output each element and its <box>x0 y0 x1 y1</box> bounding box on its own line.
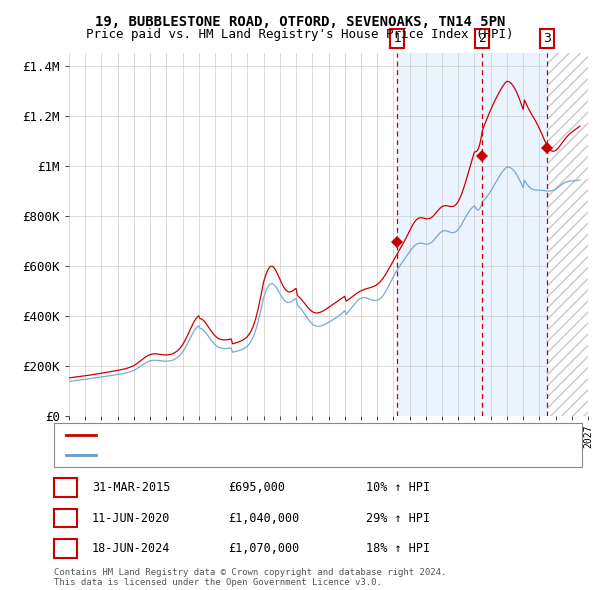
Text: This data is licensed under the Open Government Licence v3.0.: This data is licensed under the Open Gov… <box>54 578 382 587</box>
Text: £1,040,000: £1,040,000 <box>228 512 299 525</box>
Text: 3: 3 <box>543 32 551 45</box>
Text: 1: 1 <box>61 481 70 494</box>
Bar <box>547 53 588 416</box>
Text: 19, BUBBLESTONE ROAD, OTFORD, SEVENOAKS, TN14 5PN: 19, BUBBLESTONE ROAD, OTFORD, SEVENOAKS,… <box>95 15 505 30</box>
Text: 29% ↑ HPI: 29% ↑ HPI <box>366 512 430 525</box>
Text: HPI: Average price, detached house, Sevenoaks: HPI: Average price, detached house, Seve… <box>102 450 383 460</box>
Text: 19, BUBBLESTONE ROAD, OTFORD, SEVENOAKS, TN14 5PN (detached house): 19, BUBBLESTONE ROAD, OTFORD, SEVENOAKS,… <box>102 431 515 440</box>
Text: Contains HM Land Registry data © Crown copyright and database right 2024.: Contains HM Land Registry data © Crown c… <box>54 568 446 576</box>
Text: Price paid vs. HM Land Registry's House Price Index (HPI): Price paid vs. HM Land Registry's House … <box>86 28 514 41</box>
Text: £1,070,000: £1,070,000 <box>228 542 299 555</box>
Text: 2: 2 <box>478 32 485 45</box>
Text: 11-JUN-2020: 11-JUN-2020 <box>92 512 170 525</box>
Text: 31-MAR-2015: 31-MAR-2015 <box>92 481 170 494</box>
Text: 18% ↑ HPI: 18% ↑ HPI <box>366 542 430 555</box>
Text: 2: 2 <box>61 512 70 525</box>
Text: 1: 1 <box>394 32 401 45</box>
Text: £695,000: £695,000 <box>228 481 285 494</box>
Text: 18-JUN-2024: 18-JUN-2024 <box>92 542 170 555</box>
Text: 3: 3 <box>61 542 70 555</box>
Text: 10% ↑ HPI: 10% ↑ HPI <box>366 481 430 494</box>
Bar <box>397 53 547 416</box>
